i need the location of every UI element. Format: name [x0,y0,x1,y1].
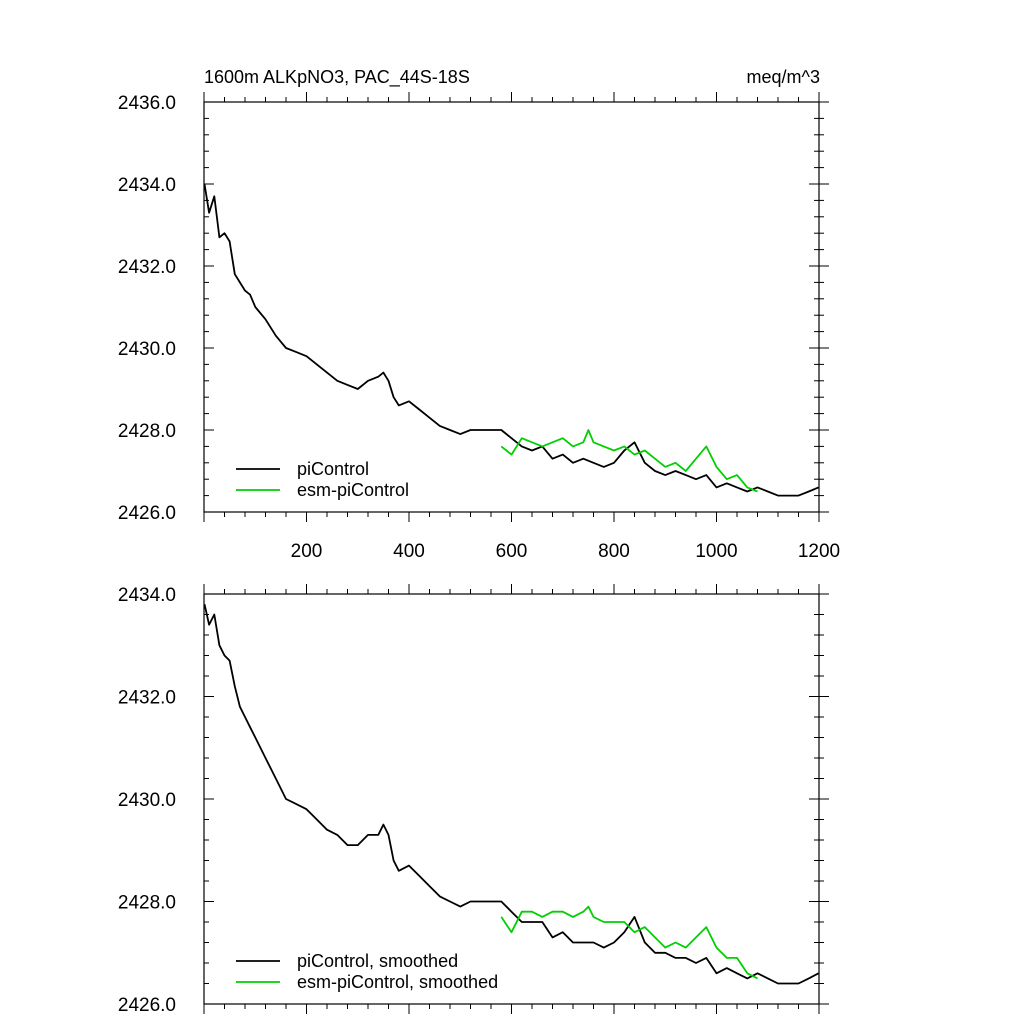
legend-label: esm-piControl, smoothed [297,972,498,992]
y-tick-label: 2432.0 [118,688,176,709]
top-axes-ticks: 2426.0 2428.0 2430.0 2432.0 2434.0 2436.0 200 4… [118,92,840,562]
legend-label: piControl, smoothed [297,951,458,971]
x-tick-label: 400 [393,541,425,562]
top-panel: 1600m ALKpNO3, PAC_44S-18S meq/m^3 2426.… [118,67,840,562]
top-plot-frame [203,101,820,513]
x-tick-label: 1200 [798,541,840,562]
y-tick-label: 2436.0 [118,93,176,114]
bottom-axes-ticks: 2426.0 2428.0 2430.0 2432.0 2434.0 [118,584,829,1016]
bottom-panel: 2426.0 2428.0 2430.0 2432.0 2434.0 piControl… [118,584,829,1016]
y-tick-label: 2430.0 [118,339,176,360]
chart-title: 1600m ALKpNO3, PAC_44S-18S [204,67,470,88]
y-tick-label: 2432.0 [118,257,176,278]
series-line-esm-picontrol [500,429,758,493]
x-tick-label: 800 [598,541,630,562]
bottom-plot-frame [203,593,820,1005]
y-tick-label: 2428.0 [118,893,176,914]
bottom-series [203,604,819,985]
series-line-picontrol [203,183,819,497]
y-tick-label: 2426.0 [118,503,176,524]
x-tick-label: 200 [291,541,323,562]
series-line-esm-picontrol [500,905,758,980]
x-tick-label: 1000 [695,541,737,562]
legend-label: piControl [297,459,369,479]
y-tick-label: 2434.0 [118,585,176,606]
units-label: meq/m^3 [747,67,820,87]
legend-label: esm-piControl [297,480,409,500]
y-tick-label: 2434.0 [118,175,176,196]
y-tick-label: 2430.0 [118,790,176,811]
y-tick-label: 2428.0 [118,421,176,442]
y-tick-label: 2426.0 [118,995,176,1016]
top-series [203,183,819,497]
series-line-picontrol [203,604,819,985]
x-tick-label: 600 [496,541,528,562]
